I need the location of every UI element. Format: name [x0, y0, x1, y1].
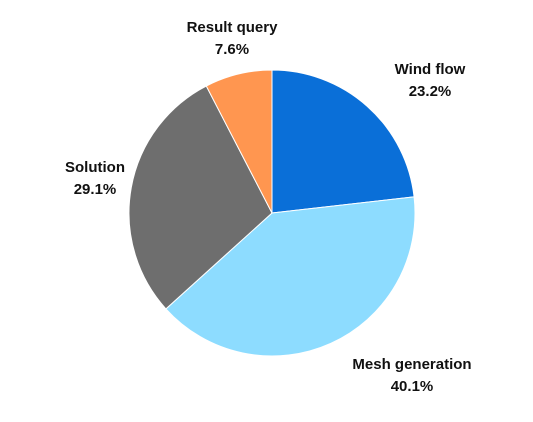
pie-slice: [128, 85, 273, 310]
slice-value-label: 7.6%: [215, 41, 249, 58]
slice-label: Result query: [187, 19, 279, 36]
slice-label: Mesh generation: [352, 356, 471, 373]
slice-value-label: 23.2%: [409, 83, 452, 100]
pie-slice: [165, 196, 416, 357]
slice-value-label: 40.1%: [391, 378, 434, 395]
slice-value-label: 29.1%: [74, 181, 117, 198]
pie-slice: [205, 69, 273, 214]
slice-label: Solution: [65, 159, 125, 176]
slice-label: Wind flow: [395, 61, 466, 78]
pie-slice: [271, 69, 415, 214]
